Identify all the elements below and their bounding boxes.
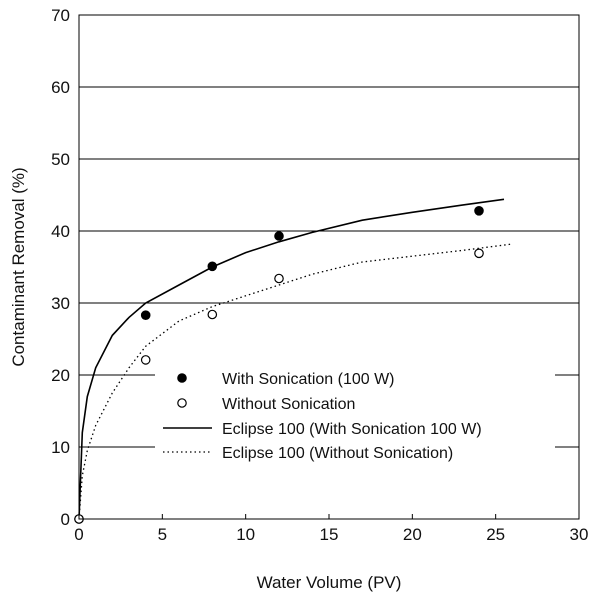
x-axis-title: Water Volume (PV) bbox=[257, 573, 402, 592]
y-tick-label: 30 bbox=[51, 294, 70, 313]
y-axis-title: Contaminant Removal (%) bbox=[9, 167, 28, 366]
y-tick-label: 0 bbox=[61, 510, 70, 529]
marker-without-sonication bbox=[140, 355, 151, 365]
marker-with-sonication bbox=[274, 231, 284, 241]
legend: With Sonication (100 W) Without Sonicatio… bbox=[163, 371, 482, 462]
x-tick-label: 10 bbox=[236, 525, 255, 544]
fitted-curves bbox=[78, 198, 513, 520]
y-tick-label: 50 bbox=[51, 150, 70, 169]
legend-symbol bbox=[177, 373, 187, 383]
x-tick-label: 20 bbox=[403, 525, 422, 544]
axis-ticks bbox=[78, 14, 580, 520]
x-tick-label: 5 bbox=[158, 525, 167, 544]
marker-with-sonication bbox=[207, 261, 218, 272]
y-tick-label: 70 bbox=[51, 6, 70, 25]
y-tick-label: 60 bbox=[51, 78, 70, 97]
x-tick-label: 30 bbox=[570, 525, 589, 544]
y-tick-label: 20 bbox=[51, 366, 70, 385]
y-tick-label: 40 bbox=[51, 222, 70, 241]
marker-without-sonication bbox=[207, 309, 218, 320]
legend-symbol bbox=[177, 398, 187, 408]
x-tick-label: 15 bbox=[320, 525, 339, 544]
y-tick-label: 10 bbox=[51, 438, 70, 457]
legend-label: Without Sonication bbox=[222, 396, 355, 413]
legend-label: Eclipse 100 (Without Sonication) bbox=[222, 445, 453, 462]
legend-label: With Sonication (100 W) bbox=[222, 371, 395, 388]
marker-with-sonication bbox=[140, 310, 151, 320]
marker-without-sonication bbox=[274, 273, 284, 284]
tick-labels: 0 10 20 30 40 50 60 70 0 5 10 15 20 25 30 bbox=[51, 6, 588, 544]
x-tick-label: 25 bbox=[486, 525, 505, 544]
marker-with-sonication bbox=[474, 206, 484, 216]
legend-label: Eclipse 100 (With Sonication 100 W) bbox=[222, 421, 482, 438]
fit-curve-without-sonication bbox=[78, 243, 513, 520]
marker-without-sonication bbox=[474, 248, 484, 259]
fit-curve-with-sonication bbox=[78, 198, 505, 520]
legend-box bbox=[155, 364, 555, 464]
x-tick-label: 0 bbox=[74, 525, 83, 544]
